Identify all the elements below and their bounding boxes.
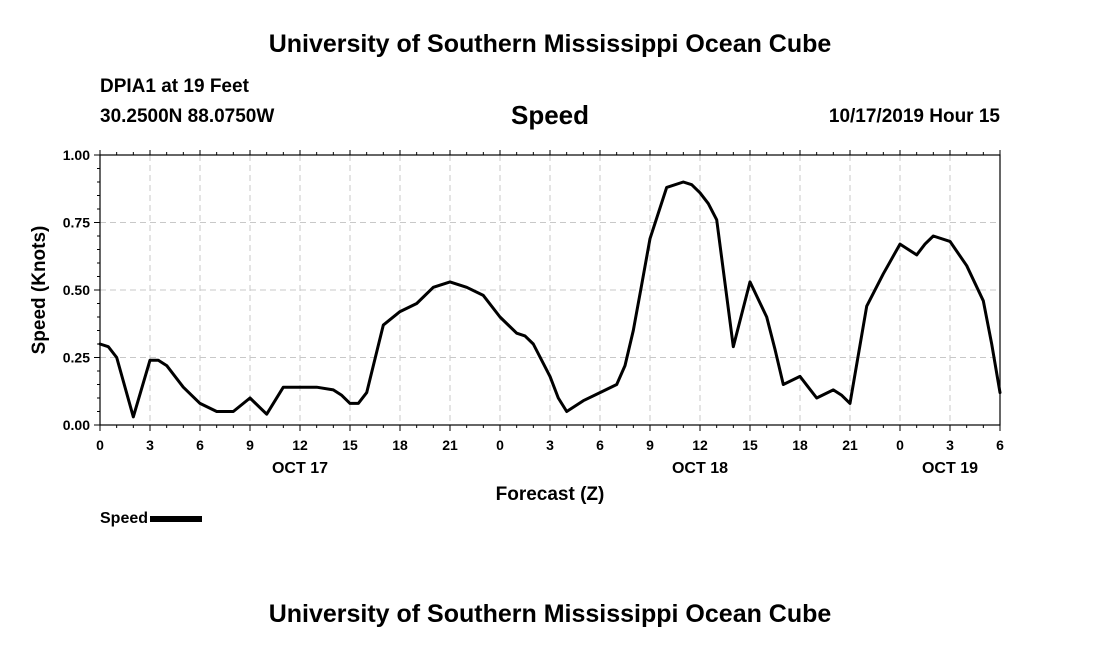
series-layer [98,180,1002,419]
x-date-label: OCT 17 [272,460,328,477]
x-tick-label: 3 [146,437,154,453]
x-tick-label: 9 [646,437,654,453]
y-tick-label: 0.75 [63,215,90,231]
y-tick-label: 0.00 [63,417,90,433]
chart-title: Speed [510,100,590,130]
y-tick-label: 1.00 [63,147,90,163]
x-tick-label: 6 [196,437,204,453]
forecast-datetime: 10/17/2019 Hour 15 [828,106,1000,127]
y-axis-label: Speed (Knots) [29,226,50,355]
y-tick-label: 0.50 [63,282,90,298]
page-title: University of Southern Mississippi Ocean… [268,30,832,58]
legend-label: Speed [100,510,149,527]
axes: 0 3 6 9 12 15 18 21 0 3 6 9 12 15 18 21 0 3 6 0.00 0.25 0.50 0… [63,147,1004,477]
legend-swatch [150,516,203,522]
x-date-label: OCT 18 [672,460,728,477]
x-date-label: OCT 19 [922,460,978,477]
x-tick-label: 6 [596,437,604,453]
x-tick-label: 12 [692,437,708,453]
footer-title: University of Southern Mississippi Ocean… [268,600,832,628]
x-tick-label: 0 [496,437,504,453]
grid [100,155,1000,425]
x-tick-label: 18 [392,437,408,453]
x-tick-label: 3 [946,437,954,453]
x-tick-label: 15 [742,437,758,453]
x-axis-label: Forecast (Z) [496,484,605,505]
y-tick-label: 0.25 [63,350,90,366]
x-tick-label: 15 [342,437,358,453]
coordinates-label: 30.2500N 88.0750W [100,106,275,127]
x-tick-label: 0 [896,437,904,453]
x-tick-label: 3 [546,437,554,453]
legend: Speed [100,510,203,530]
x-tick-label: 18 [792,437,808,453]
station-label: DPIA1 at 19 Feet [100,76,249,97]
series-line-speed [98,180,1002,419]
x-tick-label: 12 [292,437,308,453]
x-tick-label: 9 [246,437,254,453]
x-tick-label: 21 [442,437,458,453]
x-tick-label: 21 [842,437,858,453]
x-tick-label: 0 [96,437,104,453]
x-tick-label: 6 [996,437,1004,453]
